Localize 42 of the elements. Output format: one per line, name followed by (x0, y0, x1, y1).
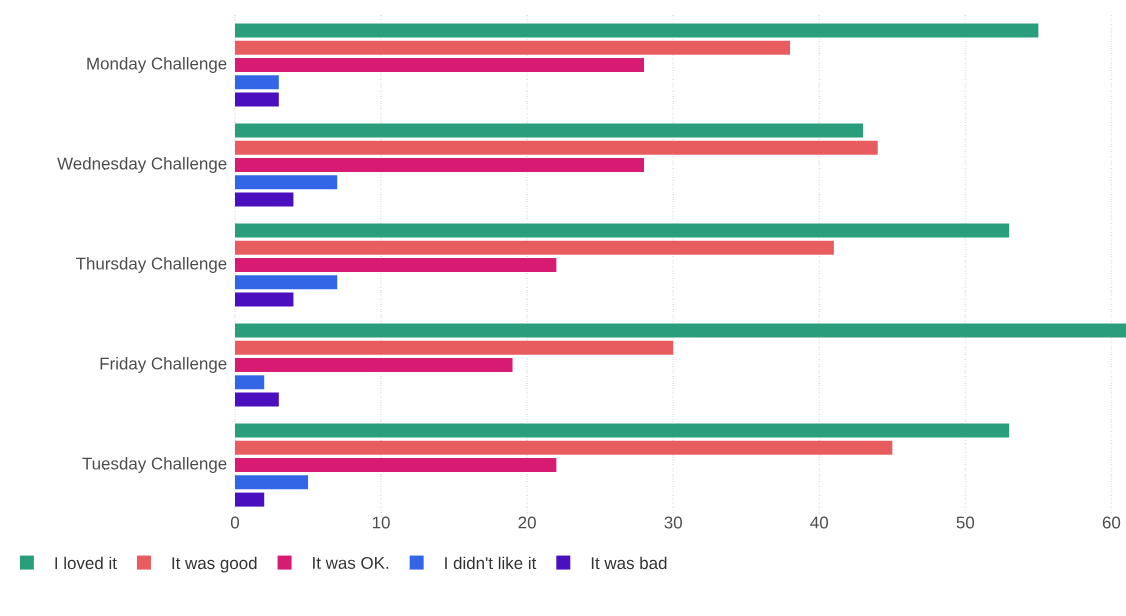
legend-label: I loved it (55, 556, 117, 570)
bar (235, 340, 674, 355)
y-tick-label: Wednesday Challenge (57, 157, 227, 173)
bar (235, 75, 279, 90)
bar (235, 440, 893, 455)
bar (235, 240, 834, 255)
y-tick-label: Tuesday Challenge (82, 457, 227, 473)
bar (235, 158, 644, 173)
x-tick-label: 60 (1102, 516, 1121, 529)
x-tick-label: 10 (372, 516, 390, 529)
bar (235, 258, 557, 273)
x-tick-label: 20 (518, 516, 536, 529)
bar (235, 292, 294, 307)
bar (235, 23, 1039, 38)
bar (235, 123, 864, 138)
legend-label: It was bad (591, 556, 667, 570)
bar (235, 40, 791, 55)
bar (235, 323, 1126, 338)
x-tick-label: 50 (956, 516, 975, 529)
bar (235, 392, 279, 407)
bar (235, 175, 338, 190)
bar (235, 375, 265, 390)
bar (235, 223, 1010, 238)
bar (235, 458, 557, 473)
bar (235, 358, 513, 373)
bar (235, 140, 878, 155)
legend-label: It was OK. (313, 556, 389, 569)
x-tick-label: 40 (810, 516, 829, 529)
y-tick-label: Friday Challenge (100, 357, 227, 373)
x-tick-label: 0 (230, 516, 240, 529)
bar (235, 92, 279, 107)
bar (235, 492, 265, 507)
bar (235, 475, 309, 490)
bar (235, 58, 644, 73)
y-tick-label: Monday Challenge (87, 57, 227, 73)
legend-label: I didn't like it (445, 556, 537, 570)
x-tick-label: 30 (664, 516, 682, 529)
bar (235, 275, 338, 290)
legend-label: It was good (172, 556, 257, 573)
bar (235, 192, 294, 207)
bar (235, 423, 1010, 438)
y-tick-label: Thursday Challenge (76, 257, 227, 273)
